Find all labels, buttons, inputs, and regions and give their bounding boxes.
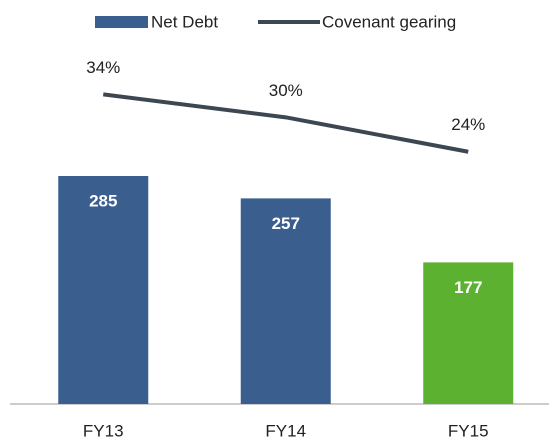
bar [58,176,149,404]
line-label: 24% [451,115,485,134]
bar [240,198,331,404]
x-tick-label: FY14 [265,421,306,440]
x-tick-label: FY13 [83,421,124,440]
bar-label: 177 [454,278,482,297]
x-tick-label: FY15 [448,421,489,440]
line [103,92,469,154]
bar-label: 285 [89,191,117,210]
line-label: 34% [86,58,120,77]
bar [423,262,514,404]
legend-swatch-bar [95,16,148,28]
line-label: 30% [269,81,303,100]
legend-label: Net Debt [151,12,218,31]
bar-label: 257 [272,214,300,233]
legend-label: Covenant gearing [322,12,456,31]
